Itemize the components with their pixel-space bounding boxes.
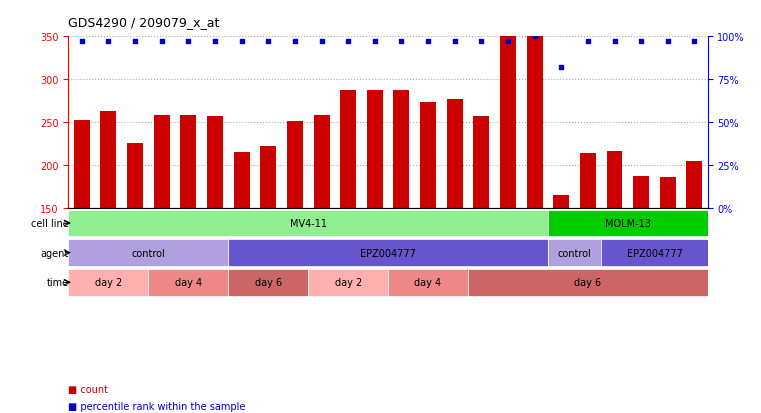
Bar bbox=[500, 37, 516, 209]
Text: day 2: day 2 bbox=[95, 278, 122, 287]
Bar bbox=[420, 102, 436, 209]
FancyBboxPatch shape bbox=[308, 269, 388, 296]
Point bbox=[209, 39, 221, 45]
Bar bbox=[287, 122, 303, 209]
Text: day 4: day 4 bbox=[175, 278, 202, 287]
Point bbox=[555, 65, 567, 71]
FancyBboxPatch shape bbox=[148, 269, 228, 296]
FancyBboxPatch shape bbox=[228, 240, 548, 266]
Bar bbox=[74, 120, 90, 209]
FancyBboxPatch shape bbox=[468, 269, 708, 296]
Bar bbox=[553, 196, 569, 209]
FancyBboxPatch shape bbox=[548, 240, 601, 266]
Text: MV4-11: MV4-11 bbox=[290, 218, 326, 228]
Point bbox=[155, 39, 167, 45]
Bar bbox=[180, 116, 196, 209]
Bar bbox=[154, 116, 170, 209]
Point bbox=[502, 39, 514, 45]
Bar bbox=[340, 91, 356, 209]
Point bbox=[289, 39, 301, 45]
Bar bbox=[580, 154, 596, 209]
Text: control: control bbox=[132, 248, 165, 258]
Bar bbox=[260, 147, 276, 209]
Text: MOLM-13: MOLM-13 bbox=[605, 218, 651, 228]
Text: ■ percentile rank within the sample: ■ percentile rank within the sample bbox=[68, 401, 246, 411]
Text: GDS4290 / 209079_x_at: GDS4290 / 209079_x_at bbox=[68, 16, 220, 29]
FancyBboxPatch shape bbox=[388, 269, 468, 296]
Bar bbox=[314, 116, 330, 209]
Point bbox=[661, 39, 674, 45]
Bar bbox=[660, 178, 676, 209]
Text: ■ count: ■ count bbox=[68, 385, 109, 394]
Point bbox=[608, 39, 620, 45]
Point bbox=[396, 39, 408, 45]
FancyBboxPatch shape bbox=[228, 269, 308, 296]
Point bbox=[342, 39, 354, 45]
Bar bbox=[607, 152, 622, 209]
Text: day 6: day 6 bbox=[255, 278, 282, 287]
FancyBboxPatch shape bbox=[548, 210, 708, 237]
Point bbox=[688, 39, 700, 45]
Text: day 2: day 2 bbox=[335, 278, 361, 287]
Point bbox=[262, 39, 274, 45]
Text: agent: agent bbox=[40, 248, 68, 258]
Point bbox=[129, 39, 142, 45]
Text: EPZ004777: EPZ004777 bbox=[360, 248, 416, 258]
Bar bbox=[367, 91, 383, 209]
Point bbox=[236, 39, 248, 45]
Bar bbox=[473, 117, 489, 209]
Point bbox=[635, 39, 647, 45]
Point bbox=[449, 39, 461, 45]
Bar bbox=[527, 37, 543, 209]
Bar bbox=[127, 143, 143, 209]
Bar bbox=[100, 112, 116, 209]
Bar bbox=[234, 153, 250, 209]
Point bbox=[75, 39, 88, 45]
Bar bbox=[686, 161, 702, 209]
Text: cell line: cell line bbox=[30, 218, 68, 228]
Text: day 6: day 6 bbox=[575, 278, 601, 287]
Point bbox=[528, 34, 540, 40]
Text: time: time bbox=[46, 278, 68, 287]
FancyBboxPatch shape bbox=[601, 240, 708, 266]
Point bbox=[475, 39, 487, 45]
Bar bbox=[207, 117, 223, 209]
Bar bbox=[447, 100, 463, 209]
Text: day 4: day 4 bbox=[415, 278, 441, 287]
Point bbox=[368, 39, 380, 45]
Point bbox=[581, 39, 594, 45]
Point bbox=[182, 39, 194, 45]
Text: EPZ004777: EPZ004777 bbox=[626, 248, 683, 258]
Text: control: control bbox=[558, 248, 591, 258]
FancyBboxPatch shape bbox=[68, 210, 548, 237]
Bar bbox=[633, 177, 649, 209]
FancyBboxPatch shape bbox=[68, 240, 228, 266]
FancyBboxPatch shape bbox=[68, 269, 148, 296]
Point bbox=[422, 39, 434, 45]
Point bbox=[102, 39, 114, 45]
Bar bbox=[393, 90, 409, 209]
Point bbox=[315, 39, 327, 45]
